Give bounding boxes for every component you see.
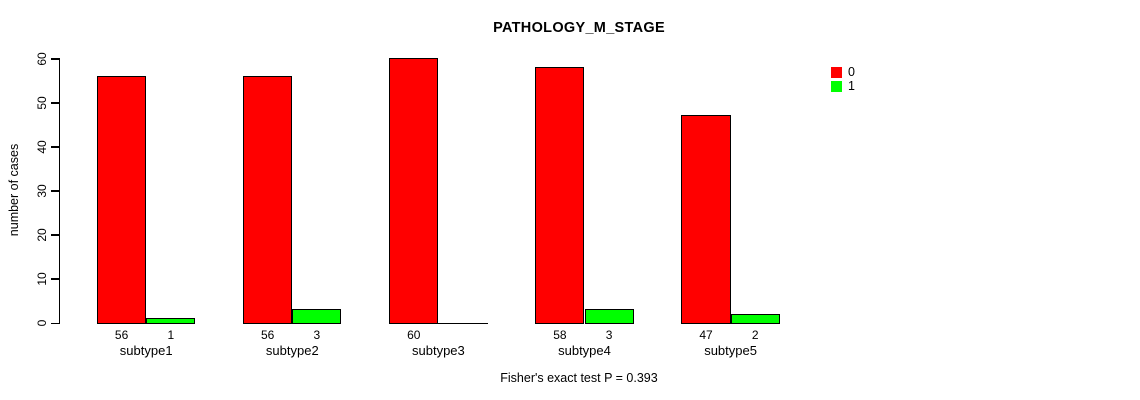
bar-subtype4-1: [584, 309, 634, 324]
y-tick-mark: [50, 278, 59, 280]
bar-subtype2-1: [292, 309, 342, 324]
bar-value-label: 56: [261, 328, 275, 342]
bar-value-label: 58: [553, 328, 567, 342]
legend-swatch-0: [831, 66, 842, 78]
bar-subtype5-0: [681, 115, 731, 324]
bar-value-label: 2: [751, 328, 759, 342]
category-label-subtype5: subtype5: [704, 343, 757, 358]
legend-swatch-1: [831, 80, 842, 92]
bar-value-label: 60: [407, 328, 421, 342]
y-tick-mark: [50, 146, 59, 148]
category-label-subtype1: subtype1: [119, 343, 173, 358]
legend-label: 1: [848, 78, 855, 93]
y-tick-label: 60: [34, 52, 49, 66]
y-tick-mark: [50, 58, 59, 60]
bar-value-label: 47: [699, 328, 713, 342]
y-tick-label: 50: [34, 96, 49, 110]
y-tick-label: 10: [34, 272, 49, 286]
category-label-subtype3: subtype3: [412, 343, 465, 358]
y-tick-mark: [50, 322, 59, 324]
chart-title: PATHOLOGY_M_STAGE: [493, 20, 665, 36]
y-tick-label: 40: [34, 140, 49, 154]
bar-subtype3-0: [389, 58, 439, 324]
bar-subtype1-0: [97, 75, 147, 324]
legend-row: 0: [831, 64, 855, 79]
bar-subtype1-1: [146, 318, 196, 324]
bar-value-label: 56: [114, 328, 129, 342]
category-label-subtype2: subtype2: [265, 343, 319, 358]
y-tick-mark: [50, 102, 59, 104]
y-tick-mark: [50, 234, 59, 236]
fisher-test-annotation: Fisher's exact test P = 0.393: [500, 371, 658, 385]
bar-subtype2-0: [243, 75, 293, 324]
bar-value-label: 3: [605, 328, 613, 342]
y-axis-label: number of cases: [7, 143, 21, 237]
bar-value-label: 1: [167, 328, 175, 342]
legend-row: 1: [831, 78, 855, 93]
category-label-subtype4: subtype4: [558, 343, 611, 358]
legend-label: 0: [848, 64, 855, 79]
bar-subtype3-1: [438, 322, 488, 324]
bar-subtype5-1: [730, 313, 780, 324]
y-axis-line: [58, 58, 60, 324]
y-tick-label: 20: [34, 228, 49, 242]
y-tick-label: 0: [34, 319, 49, 327]
bar-subtype4-0: [535, 67, 585, 324]
y-tick-mark: [50, 190, 59, 192]
y-tick-label: 30: [34, 184, 49, 198]
bar-value-label: 3: [313, 328, 321, 342]
